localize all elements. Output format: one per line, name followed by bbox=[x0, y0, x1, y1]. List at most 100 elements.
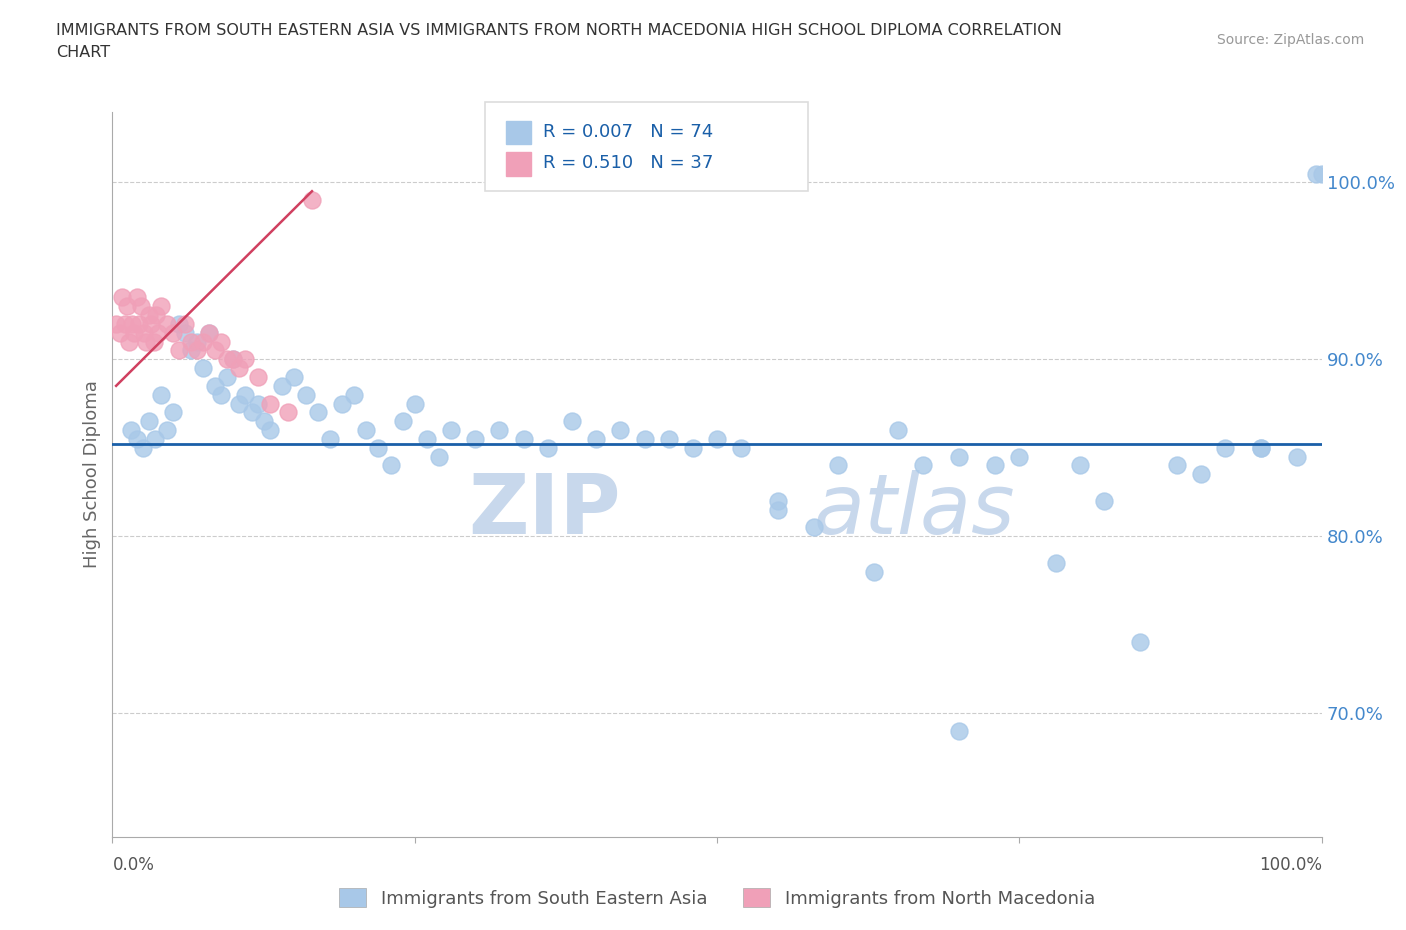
Point bbox=[115, 299, 138, 313]
Point bbox=[105, 316, 128, 331]
Text: R = 0.007   N = 74: R = 0.007 N = 74 bbox=[543, 123, 713, 140]
Point bbox=[948, 449, 970, 464]
Text: IMMIGRANTS FROM SOUTH EASTERN ASIA VS IMMIGRANTS FROM NORTH MACEDONIA HIGH SCHOO: IMMIGRANTS FROM SOUTH EASTERN ASIA VS IM… bbox=[56, 23, 1062, 38]
Text: ZIP: ZIP bbox=[468, 470, 620, 551]
Point bbox=[440, 422, 463, 437]
Point bbox=[283, 369, 305, 384]
Text: R = 0.510   N = 37: R = 0.510 N = 37 bbox=[543, 154, 713, 172]
Text: atlas: atlas bbox=[814, 470, 1015, 551]
Point bbox=[512, 432, 534, 446]
Point bbox=[1129, 635, 1152, 650]
Point bbox=[887, 422, 910, 437]
Point bbox=[111, 290, 134, 305]
Point bbox=[142, 334, 165, 349]
Point bbox=[1045, 555, 1067, 570]
Point bbox=[1310, 166, 1333, 181]
Point bbox=[1286, 449, 1309, 464]
Point bbox=[803, 520, 825, 535]
Point bbox=[156, 316, 179, 331]
Point bbox=[149, 299, 172, 313]
Point bbox=[222, 352, 245, 366]
Point bbox=[240, 405, 263, 419]
Point bbox=[138, 308, 160, 323]
Point bbox=[162, 405, 184, 419]
Point bbox=[277, 405, 299, 419]
Point bbox=[131, 299, 153, 313]
Point bbox=[367, 440, 389, 455]
Point bbox=[174, 326, 197, 340]
Point bbox=[1069, 458, 1091, 472]
Point bbox=[204, 379, 226, 393]
Point bbox=[259, 396, 281, 411]
Point bbox=[307, 405, 329, 419]
Point bbox=[633, 432, 655, 446]
Point bbox=[204, 343, 226, 358]
Point bbox=[191, 361, 215, 376]
Point bbox=[911, 458, 934, 472]
Point bbox=[259, 422, 281, 437]
Point bbox=[356, 422, 378, 437]
Point bbox=[217, 352, 239, 366]
Point bbox=[330, 396, 353, 411]
Point bbox=[167, 343, 190, 358]
Text: 0.0%: 0.0% bbox=[112, 856, 155, 873]
Point bbox=[222, 352, 245, 366]
Point bbox=[730, 440, 752, 455]
Point bbox=[128, 316, 150, 331]
Point bbox=[162, 326, 184, 340]
Point bbox=[404, 396, 426, 411]
Point bbox=[186, 343, 208, 358]
Point bbox=[118, 334, 141, 349]
Point bbox=[984, 458, 1007, 472]
Point bbox=[766, 494, 789, 509]
Point bbox=[138, 414, 160, 429]
Point bbox=[180, 343, 202, 358]
Point bbox=[148, 326, 170, 340]
Point bbox=[827, 458, 849, 472]
Point bbox=[682, 440, 704, 455]
Point bbox=[121, 316, 143, 331]
Point bbox=[108, 326, 131, 340]
Point bbox=[301, 193, 323, 207]
Point bbox=[295, 387, 318, 402]
Point bbox=[217, 369, 239, 384]
Point bbox=[174, 316, 197, 331]
Point bbox=[380, 458, 402, 472]
Point bbox=[235, 387, 257, 402]
Point bbox=[1189, 467, 1212, 482]
Point bbox=[253, 414, 276, 429]
Point bbox=[561, 414, 583, 429]
Point bbox=[1213, 440, 1236, 455]
Point bbox=[609, 422, 631, 437]
Point bbox=[537, 440, 560, 455]
Point bbox=[228, 361, 250, 376]
Point bbox=[863, 565, 886, 579]
Point bbox=[198, 326, 221, 340]
Point bbox=[180, 334, 202, 349]
Point bbox=[235, 352, 257, 366]
Point bbox=[120, 422, 142, 437]
Point bbox=[143, 432, 166, 446]
Point bbox=[209, 387, 232, 402]
Point bbox=[488, 422, 510, 437]
Point bbox=[391, 414, 413, 429]
Point bbox=[149, 387, 172, 402]
Point bbox=[125, 432, 148, 446]
Point bbox=[246, 369, 269, 384]
Point bbox=[132, 440, 155, 455]
Point bbox=[145, 308, 167, 323]
Point bbox=[246, 396, 269, 411]
Point bbox=[464, 432, 486, 446]
Point bbox=[416, 432, 439, 446]
Point bbox=[141, 316, 163, 331]
Point bbox=[186, 334, 208, 349]
Text: CHART: CHART bbox=[56, 45, 110, 60]
Point bbox=[191, 334, 215, 349]
Point bbox=[209, 334, 232, 349]
Point bbox=[1305, 166, 1327, 181]
Text: 100.0%: 100.0% bbox=[1258, 856, 1322, 873]
Point bbox=[228, 396, 250, 411]
Point bbox=[1008, 449, 1031, 464]
Point bbox=[427, 449, 450, 464]
Point bbox=[1166, 458, 1188, 472]
